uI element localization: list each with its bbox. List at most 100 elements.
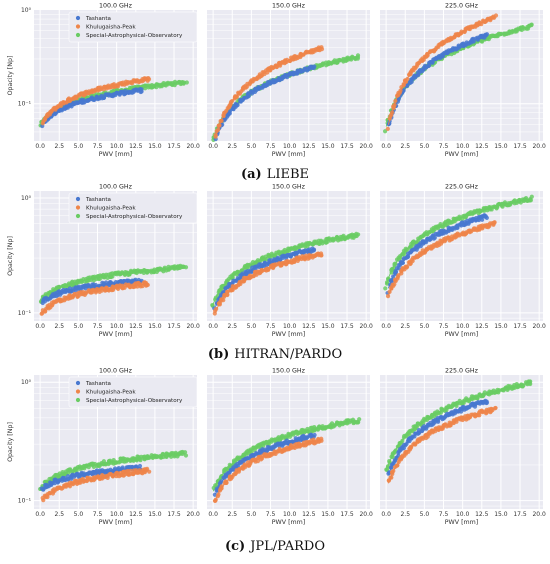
x-tick-label: 10.0 (110, 143, 124, 150)
x-tick-label: 15.0 (494, 143, 508, 150)
panel-title: 150.0 GHz (272, 3, 306, 10)
y-tick-label: 10⁰ (21, 379, 32, 386)
x-tick-label: 5.0 (420, 143, 430, 150)
series-fit-line (215, 253, 322, 313)
caption-letter: (b) (208, 347, 229, 362)
data-point (385, 126, 390, 131)
caption-letter: (c) (225, 539, 245, 554)
x-tick-label: 7.5 (93, 323, 103, 330)
x-axis-label: PWV [mm] (272, 331, 306, 338)
panel-title: 225.0 GHz (445, 184, 479, 191)
y-tick-label: 10⁰ (21, 195, 32, 202)
legend-label: Tashanta (85, 197, 111, 203)
y-tick-label: 10⁰ (21, 7, 32, 14)
x-tick-label: 5.0 (420, 323, 430, 330)
x-tick-label: 12.5 (302, 143, 316, 150)
x-axis-label: PWV [mm] (445, 519, 479, 526)
x-tick-label: 20.0 (186, 143, 200, 150)
data-point (430, 60, 435, 65)
x-tick-label: 17.5 (513, 511, 527, 518)
x-tick-label: 0.0 (208, 511, 218, 518)
x-tick-label: 15.0 (148, 511, 162, 518)
series-fit-line (39, 266, 186, 302)
x-tick-label: 15.0 (321, 323, 335, 330)
series-fit-line (387, 17, 495, 125)
data-point (382, 129, 388, 134)
x-tick-label: 20.0 (359, 323, 373, 330)
x-axis-label: PWV [mm] (99, 331, 133, 338)
x-tick-label: 5.0 (247, 323, 257, 330)
data-point (147, 469, 152, 474)
data-point (356, 232, 361, 237)
series-fit-line (42, 78, 149, 124)
caption-letter: (a) (241, 167, 262, 182)
x-tick-label: 0.0 (35, 143, 45, 150)
panel-1-3: 0.0 2.5 5.0 7.5 10.0 12.5 15.0 17.5 20.0 225.0 GH… (380, 3, 546, 158)
panel-title: 100.0 GHz (99, 3, 133, 10)
legend-label: Tashanta (85, 381, 111, 387)
x-tick-label: 15.0 (494, 511, 508, 518)
panel-2-1: 0.0 2.5 5.0 7.5 10.0 12.5 15.0 17.5 20.0 10⁰ 10⁻¹ O… (7, 184, 200, 339)
series-tashanta (40, 86, 144, 129)
caption-name: HITRAN/PARDO (234, 347, 342, 362)
legend-label: Khulugaisha-Peak (86, 25, 136, 31)
x-tick-label: 2.5 (54, 323, 64, 330)
series-khulugaisha-peak (213, 45, 325, 139)
x-tick-label: 12.5 (129, 511, 143, 518)
x-tick-label: 10.0 (283, 511, 297, 518)
legend: Tashanta Khulugaisha-Peak Special-Astrophy… (68, 11, 198, 43)
panel-1-1: 0.0 2.5 5.0 7.5 10.0 12.5 15.0 17.5 20.0 10⁰ 10⁻¹ O… (7, 3, 200, 159)
x-tick-label: 2.5 (54, 511, 64, 518)
x-tick-label: 20.0 (359, 143, 373, 150)
legend-box (68, 192, 198, 224)
legend-marker (75, 397, 81, 403)
x-tick-label: 20.0 (532, 323, 546, 330)
x-tick-label: 15.0 (148, 143, 162, 150)
y-tick-label: 10⁻¹ (18, 101, 32, 108)
x-tick-label: 2.5 (227, 323, 237, 330)
x-tick-label: 20.0 (359, 511, 373, 518)
legend-label: Special-Astrophysical-Observatory (86, 214, 183, 220)
x-tick-label: 15.0 (494, 323, 508, 330)
data-point (441, 39, 446, 44)
x-tick-label: 7.5 (266, 143, 276, 150)
y-axis-label: Opacity [Np] (7, 236, 14, 276)
panel-title: 150.0 GHz (272, 184, 306, 191)
figure-caption: (b) HITRAN/PARDO (208, 347, 342, 362)
data-point (385, 294, 391, 299)
legend-marker (75, 205, 81, 210)
x-tick-label: 17.5 (340, 143, 354, 150)
x-axis-label: PWV [mm] (445, 331, 479, 338)
figure-caption: (a) LIEBE (241, 167, 309, 182)
data-point (183, 265, 189, 270)
x-tick-label: 10.0 (456, 511, 470, 518)
x-tick-label: 5.0 (247, 511, 257, 518)
caption-name: LIEBE (267, 167, 309, 182)
x-tick-label: 2.5 (227, 511, 237, 518)
x-tick-label: 15.0 (148, 323, 162, 330)
x-tick-label: 0.0 (35, 323, 45, 330)
x-tick-label: 12.5 (302, 511, 316, 518)
series-special-astrophysical-observatory (210, 231, 361, 308)
data-point (138, 458, 143, 463)
x-tick-label: 17.5 (167, 511, 181, 518)
data-point (319, 47, 325, 52)
series-fit-line (42, 283, 149, 313)
x-tick-label: 7.5 (439, 511, 449, 518)
x-tick-label: 20.0 (186, 511, 200, 518)
x-tick-label: 0.0 (35, 511, 45, 518)
x-tick-label: 12.5 (129, 323, 143, 330)
x-tick-label: 7.5 (439, 323, 449, 330)
panel-2-2: 0.0 2.5 5.0 7.5 10.0 12.5 15.0 17.5 20.0 150.0 GH… (207, 184, 373, 338)
legend-box (68, 11, 198, 43)
x-tick-label: 2.5 (227, 143, 237, 150)
series-fit-line (215, 249, 315, 307)
y-tick-label: 10⁻¹ (18, 498, 32, 505)
x-axis-label: PWV [mm] (99, 151, 133, 158)
legend-label: Special-Astrophysical-Observatory (86, 33, 183, 39)
x-tick-label: 5.0 (420, 511, 430, 518)
data-point (225, 292, 230, 297)
y-axis-label: Opacity [Np] (7, 56, 14, 96)
x-tick-label: 5.0 (74, 143, 84, 150)
